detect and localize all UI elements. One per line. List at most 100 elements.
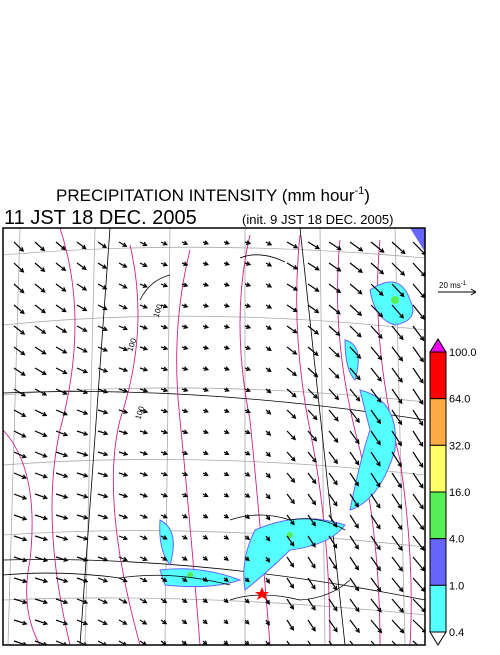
wind-arrow: [412, 472, 424, 489]
wind-arrow: [265, 346, 272, 351]
wind-arrow: [202, 556, 209, 561]
wind-arrow: [118, 430, 129, 435]
wind-arrow: [139, 535, 148, 540]
wind-arrow: [244, 556, 250, 562]
wind-arrow: [13, 409, 27, 417]
wind-arrow: [34, 430, 48, 437]
wind-arrow: [97, 514, 109, 520]
wind-arrow: [391, 409, 403, 426]
wind-arrow: [349, 514, 359, 529]
wind-arrow: [223, 303, 230, 308]
wind-arrow: [160, 387, 169, 393]
wind-arrow: [391, 535, 403, 551]
wind-arrow: [370, 367, 382, 382]
wind-arrow: [118, 283, 128, 289]
wind-arrow: [412, 535, 425, 552]
wind-arrow: [370, 304, 384, 318]
wind-arrow: [307, 493, 317, 506]
precip-heavy: [187, 296, 399, 578]
wind-arrow: [160, 408, 169, 414]
wind-arrow: [328, 325, 341, 337]
wind-arrow: [265, 430, 272, 436]
wind-arrow: [97, 493, 109, 499]
wind-arrow: [328, 535, 338, 549]
wind-arrow: [223, 471, 230, 477]
wind-arrow: [118, 409, 129, 414]
wind-arrow: [202, 366, 210, 371]
reference-text: 20 ms: [439, 281, 461, 290]
wind-arrow: [328, 493, 338, 507]
wind-arrow: [34, 409, 48, 417]
wind-arrow: [97, 304, 108, 311]
wind-arrow: [328, 304, 341, 315]
wind-arrow: [328, 556, 338, 570]
wind-arrow: [307, 556, 316, 569]
wind-arrow: [160, 282, 169, 288]
wind-arrow: [244, 493, 251, 498]
wind-arrow: [286, 577, 295, 589]
wind-arrow: [181, 577, 188, 582]
wind-arrow: [13, 619, 28, 626]
wind-arrow: [307, 283, 320, 292]
title-close: ): [364, 186, 370, 205]
wind-arrow: [349, 367, 361, 381]
wind-arrow: [13, 556, 28, 563]
wind-arrow: [76, 325, 88, 332]
wind-arrow: [223, 492, 230, 498]
wind-arrow: [34, 262, 46, 273]
wind-arrow: [391, 388, 403, 405]
wind-arrow: [160, 492, 169, 498]
wind-arrow: [307, 388, 318, 399]
wind-arrow: [13, 493, 28, 500]
wind-arrow: [76, 262, 87, 270]
wind-arrow: [307, 241, 321, 250]
wind-arrow: [349, 304, 363, 317]
wind-arrow: [223, 598, 229, 604]
wind-arrow: [139, 325, 149, 330]
wind-arrow: [286, 262, 299, 270]
wind-arrow: [118, 556, 128, 562]
wind-arrow: [160, 303, 169, 309]
wind-arrow: [391, 430, 402, 447]
wind-arrow: [307, 598, 316, 611]
wind-arrow: [349, 430, 360, 445]
map-frame: [2, 227, 426, 646]
wind-arrow: [160, 556, 168, 561]
latlon-lines: [3, 228, 425, 645]
wind-arrow: [34, 577, 49, 584]
wind-arrow: [55, 514, 69, 520]
precip-corner: [410, 228, 425, 252]
wind-arrow: [328, 451, 338, 465]
wind-arrow: [244, 472, 251, 477]
wind-arrow: [370, 388, 382, 404]
wind-arrow: [370, 472, 381, 488]
wind-arrow: [223, 366, 230, 371]
wind-arrow: [328, 409, 339, 422]
wind-arrow: [160, 471, 169, 477]
wind-arrow: [265, 451, 272, 458]
wind-arrow: [349, 598, 360, 613]
colorbar-label: 4.0: [449, 534, 464, 546]
wind-arrow: [265, 241, 273, 246]
wind-arrow: [34, 535, 49, 542]
wind-arrow: [181, 513, 189, 519]
wind-arrow: [139, 472, 149, 477]
wind-arrow: [307, 640, 312, 645]
wind-arrow: [118, 514, 129, 520]
wind-arrow: [202, 450, 209, 456]
wind-arrow: [412, 640, 419, 645]
wind-arrow: [307, 430, 318, 442]
wind-arrow: [307, 346, 319, 357]
wind-arrow: [181, 261, 189, 267]
wind-arrow: [328, 283, 342, 294]
wind-arrow: [286, 619, 295, 631]
wind-arrow: [55, 556, 69, 562]
wind-arrow: [265, 262, 273, 267]
wind-arrow: [202, 429, 209, 434]
wind-arrow: [181, 471, 189, 477]
wind-arrow: [202, 471, 209, 477]
wind-arrow: [118, 346, 129, 352]
wind-arrow: [139, 450, 149, 456]
wind-arrow: [202, 303, 210, 308]
wind-arrow: [412, 430, 424, 447]
